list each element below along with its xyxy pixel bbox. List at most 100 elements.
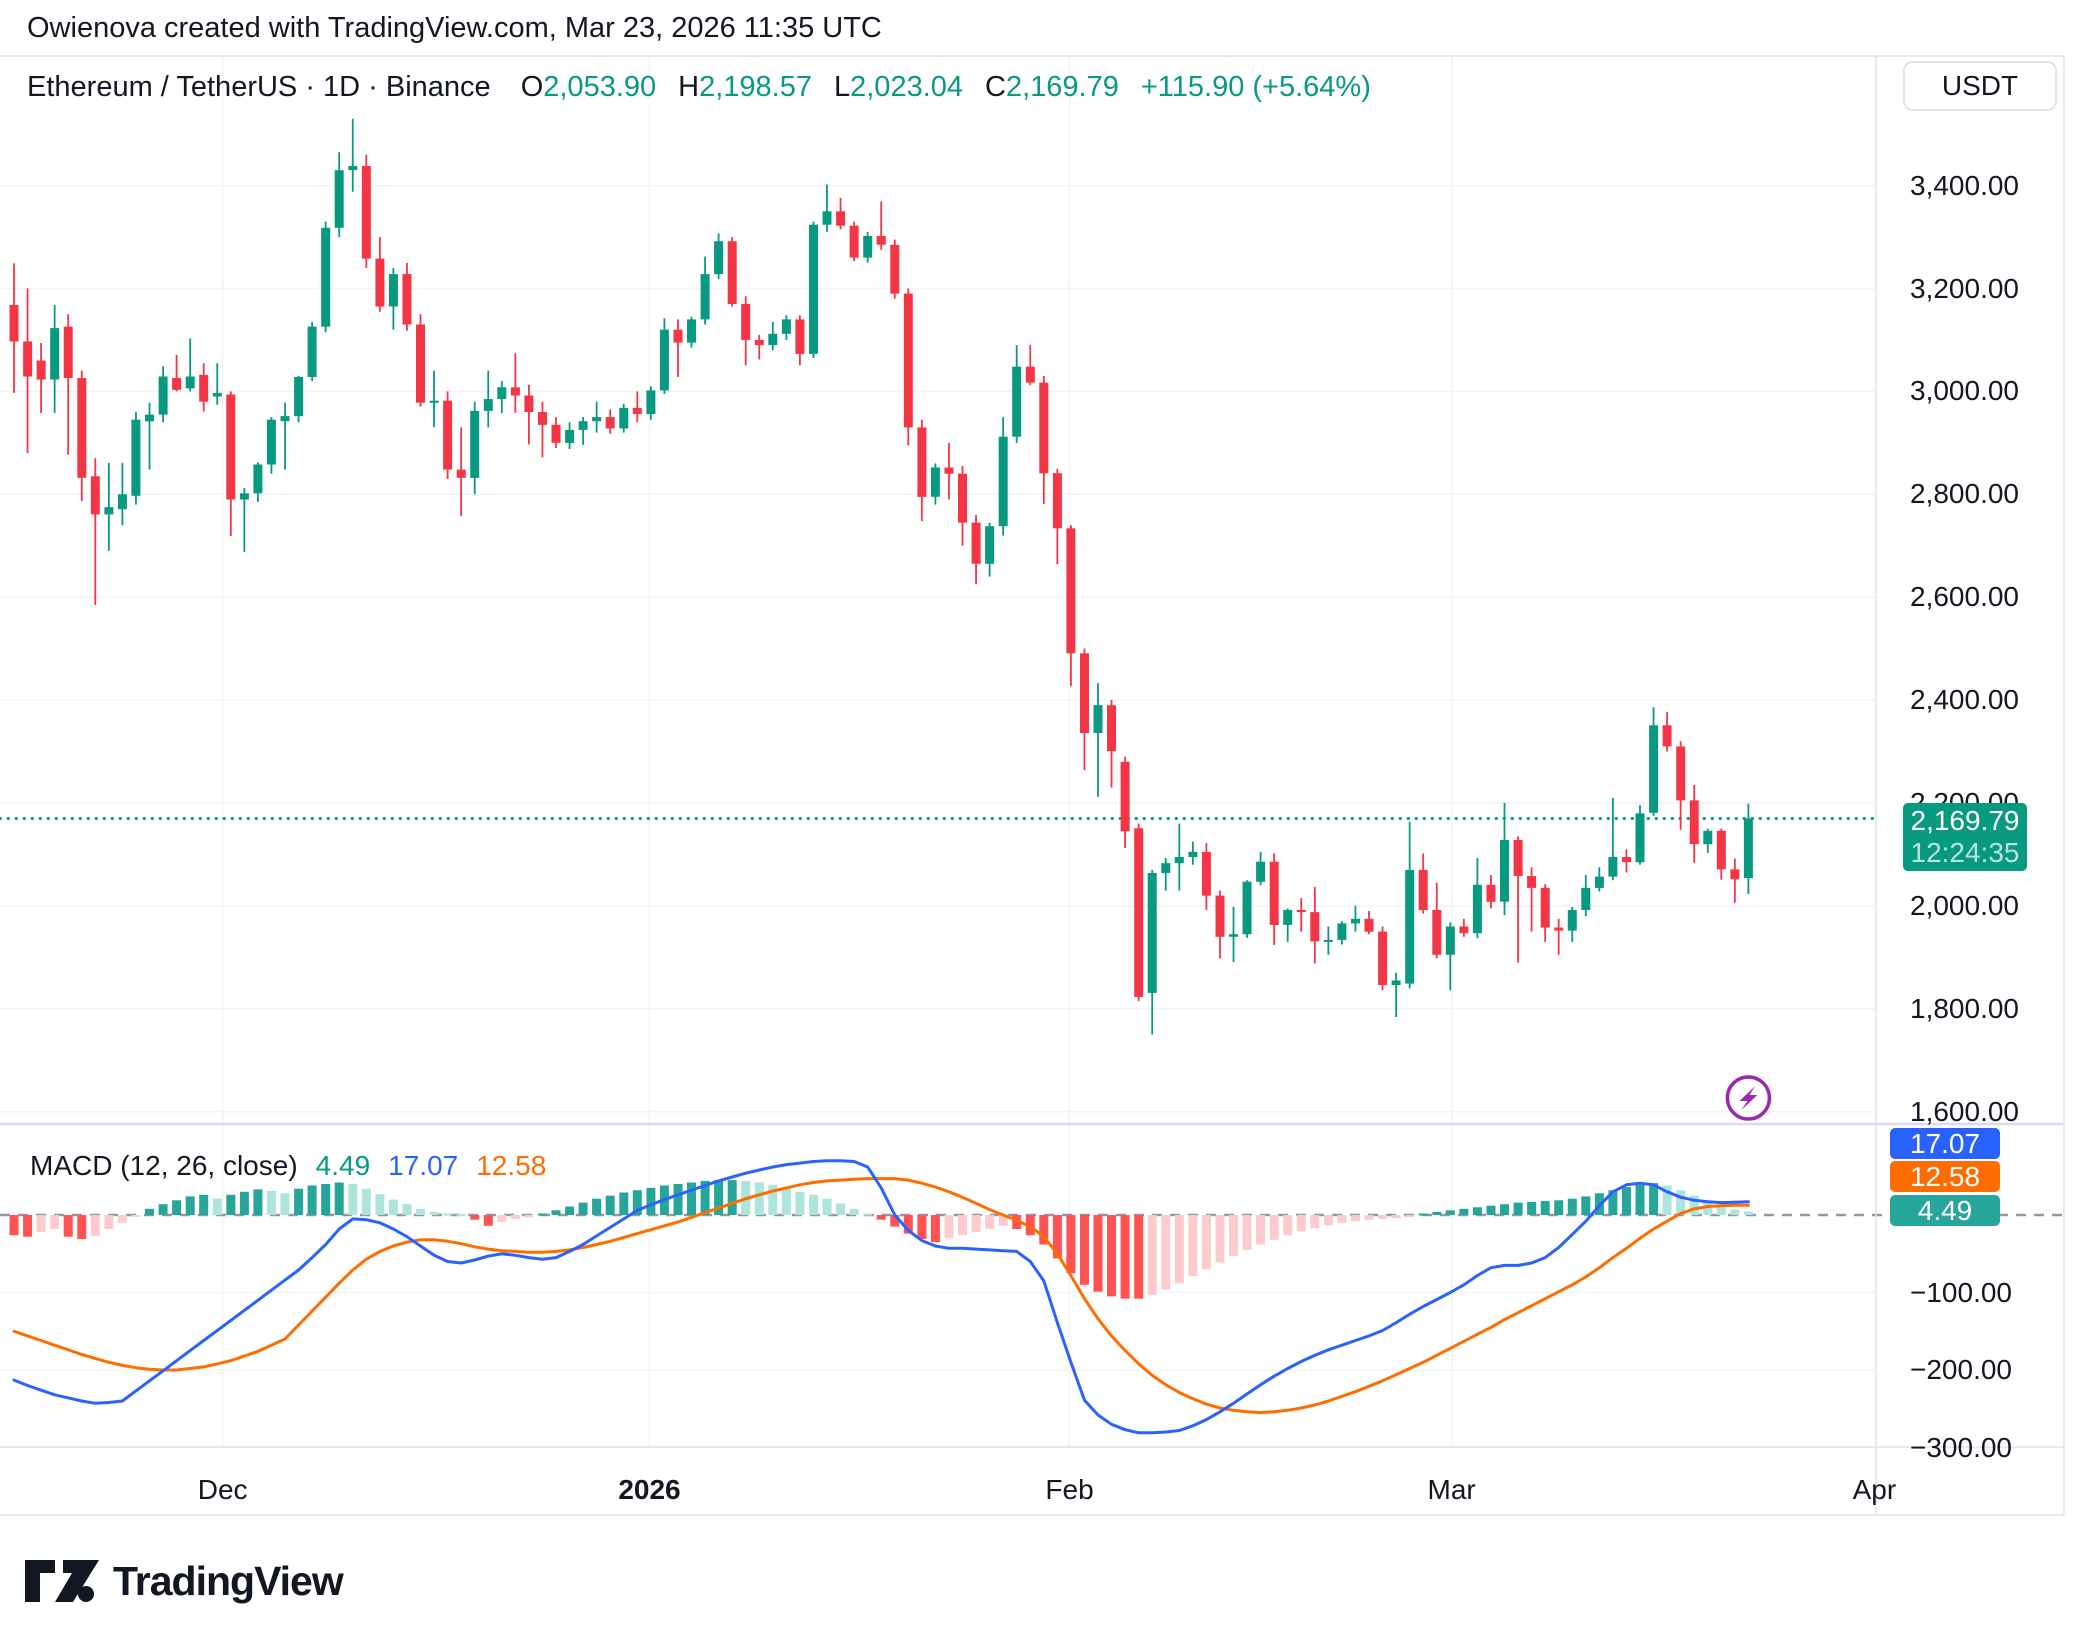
candle-body — [1269, 861, 1279, 925]
candle-body — [863, 236, 873, 258]
candle-body — [1472, 884, 1482, 934]
macd-histogram-bar — [917, 1215, 927, 1239]
macd-histogram-bar — [822, 1198, 832, 1215]
candle-body — [1567, 910, 1577, 931]
macd-histogram-bar — [1622, 1187, 1631, 1215]
candle-body — [266, 419, 276, 465]
macd-histogram-bar — [673, 1184, 683, 1215]
macd-histogram-bar — [944, 1215, 954, 1239]
candle-body — [1432, 910, 1442, 955]
macd-histogram-bar — [443, 1213, 453, 1216]
macd-histogram-bar — [1201, 1215, 1211, 1270]
candle-body — [429, 400, 439, 403]
candle-body — [1364, 918, 1374, 932]
candle-body — [1486, 884, 1496, 902]
candle-body — [1378, 931, 1388, 986]
candle-body — [117, 494, 127, 510]
candle-body — [77, 378, 87, 478]
candle-body — [1540, 887, 1550, 928]
macd-histogram-bar — [1486, 1205, 1496, 1215]
low-value: 2,023.04 — [850, 71, 964, 103]
candle-body — [1229, 934, 1238, 937]
macd-histogram-bar — [212, 1198, 222, 1215]
macd-histogram-bar — [781, 1187, 791, 1215]
candle-body — [239, 493, 249, 500]
candle-body — [294, 377, 304, 417]
macd-histogram-bar — [700, 1180, 710, 1215]
candle-body — [1188, 851, 1198, 857]
candle-body — [1527, 876, 1537, 888]
macd-histogram-bar — [1391, 1215, 1401, 1219]
macd-histogram-bar — [565, 1206, 575, 1215]
macd-histogram-bar — [307, 1185, 317, 1215]
candle-body — [510, 387, 520, 396]
macd-histogram-bar — [1283, 1215, 1293, 1236]
candle-body — [1283, 910, 1293, 925]
candle-body — [578, 421, 588, 430]
candle-body — [90, 476, 100, 515]
macd-title[interactable]: MACD (12, 26, close) — [30, 1150, 298, 1181]
change-value: +115.90 (+5.64%) — [1140, 71, 1371, 103]
candle-body — [632, 407, 642, 415]
candle-body — [1134, 828, 1144, 997]
macd-histogram-bar — [1174, 1215, 1184, 1284]
candle-body — [551, 424, 561, 443]
macd-histogram-bar — [1080, 1215, 1089, 1285]
time-axis-label: Mar — [1427, 1474, 1476, 1505]
currency-toggle-button[interactable]: USDT — [1903, 61, 2057, 111]
macd-histogram-bar — [63, 1215, 73, 1237]
candle-body — [1676, 746, 1686, 801]
macd-histogram-bar — [470, 1215, 480, 1220]
candle-body — [1080, 653, 1089, 733]
candle-body — [1622, 857, 1631, 863]
macd-axis-label: −300.00 — [1910, 1431, 2012, 1463]
price-axis-label: 3,000.00 — [1910, 375, 2019, 407]
macd-histogram-bar — [429, 1211, 439, 1215]
candle-body — [456, 469, 466, 478]
macd-indicator-header: MACD (12, 26, close) 4.49 17.07 12.58 — [30, 1150, 546, 1182]
macd-histogram-bar — [1378, 1215, 1388, 1219]
price-axis-label: 2,400.00 — [1910, 684, 2019, 716]
candle-body — [1608, 857, 1618, 877]
macd-histogram-bar — [998, 1215, 1008, 1226]
macd-histogram-bar — [1296, 1215, 1306, 1232]
candle-body — [1391, 980, 1401, 986]
candle-body — [1120, 761, 1130, 832]
candle-body — [538, 412, 547, 425]
tradingview-logo[interactable]: TradingView — [23, 1556, 344, 1606]
candle-body — [1093, 705, 1103, 733]
candle-body — [185, 376, 195, 389]
candle-body — [443, 400, 453, 470]
candle-body — [9, 305, 19, 342]
candle-body — [1703, 830, 1713, 845]
close-label: C — [985, 71, 1006, 103]
symbol-title[interactable]: Ethereum / TetherUS · 1D · Binance — [27, 71, 491, 103]
macd-histogram-bar — [1716, 1205, 1726, 1215]
macd-histogram-bar — [958, 1215, 967, 1236]
price-axis-label: 2,600.00 — [1910, 581, 2019, 613]
macd-histogram-bar — [117, 1215, 127, 1223]
candle-body — [781, 319, 791, 334]
candle-body — [307, 326, 317, 377]
price-axis-label: 1,800.00 — [1910, 992, 2019, 1024]
candle-body — [172, 378, 182, 390]
macd-histogram-bar — [646, 1187, 656, 1215]
candle-body — [619, 407, 629, 429]
macd-histogram-bar — [1364, 1215, 1374, 1220]
candle-body — [985, 526, 995, 564]
candle-body — [673, 329, 683, 343]
macd-histogram-bar — [1459, 1208, 1469, 1215]
macd-histogram-bar — [930, 1215, 940, 1243]
lightning-icon[interactable] — [1725, 1075, 1772, 1121]
candle-body — [1012, 366, 1022, 437]
macd-histogram-bar — [1635, 1184, 1645, 1215]
macd-histogram-bar — [131, 1215, 141, 1217]
candle-body — [23, 341, 33, 377]
candle-body — [1689, 800, 1699, 845]
macd-histogram-bar — [266, 1191, 276, 1215]
open-label: O — [520, 71, 544, 103]
candle-body — [687, 319, 696, 343]
macd-histogram-bar — [1052, 1215, 1062, 1259]
